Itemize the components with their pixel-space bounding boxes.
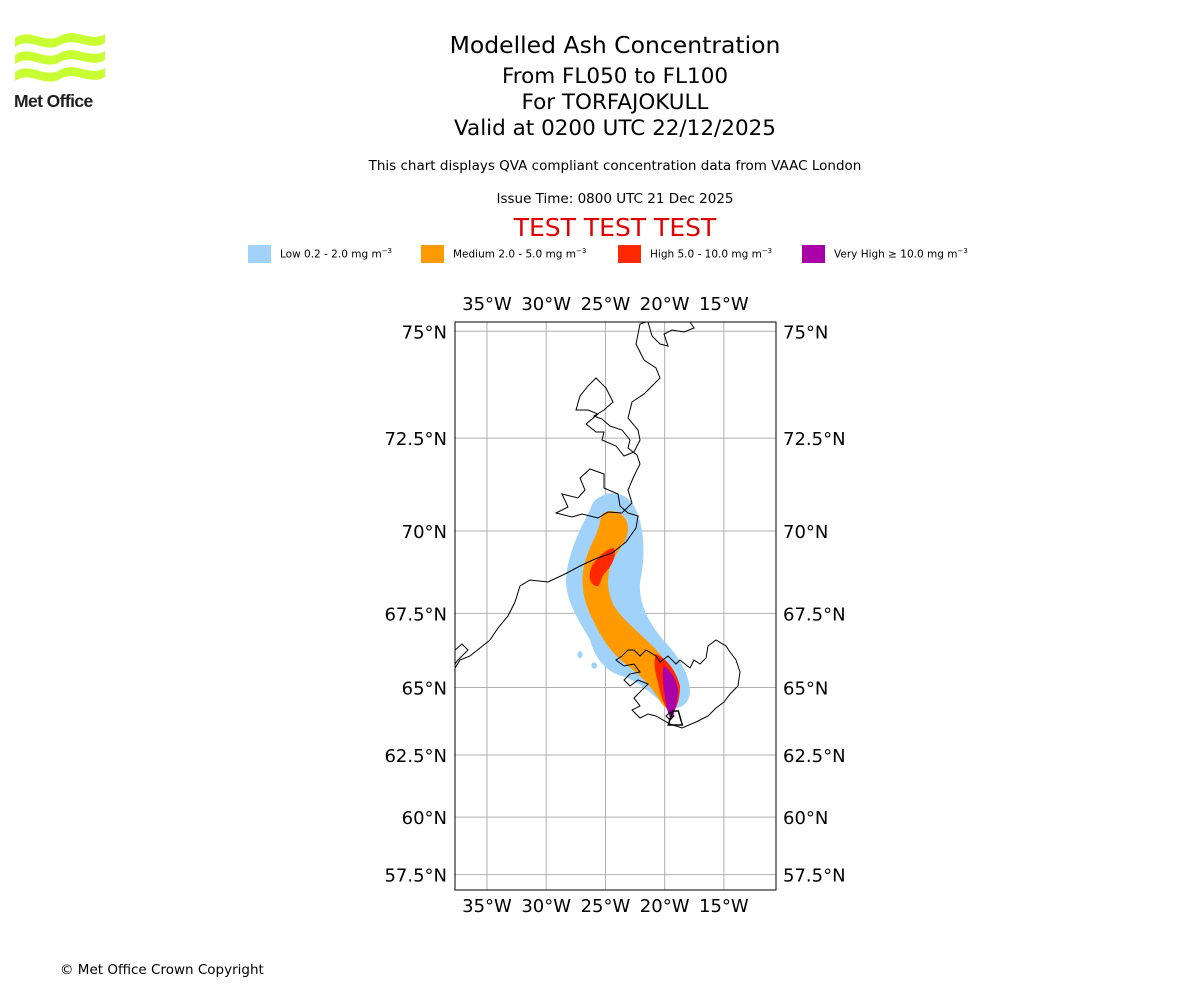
volcano-marker-icon xyxy=(667,710,684,726)
met-office-waves-icon xyxy=(15,33,105,82)
copyright: © Met Office Crown Copyright xyxy=(60,962,264,978)
lat-tick-label: 57.5°N xyxy=(783,866,846,887)
legend-label-high: High 5.0 - 10.0 mg m−3 xyxy=(650,246,773,261)
lat-tick-label: 67.5°N xyxy=(783,604,846,625)
lat-tick-label: 60°N xyxy=(783,808,828,829)
lat-tick-label: 75°N xyxy=(402,322,447,343)
latitude-labels-left: 75°N 72.5°N 70°N 67.5°N 65°N 62.5°N 60°N 57.5°N xyxy=(384,322,447,886)
lat-tick-label: 72.5°N xyxy=(384,429,447,450)
lat-tick-label: 62.5°N xyxy=(384,746,447,767)
volcano-icon xyxy=(667,710,684,726)
lon-tick-label: 35°W xyxy=(462,896,512,917)
coastlines xyxy=(455,322,741,729)
legend-swatch-very-high xyxy=(802,244,825,263)
logo-text: Met Office xyxy=(14,91,93,111)
lat-tick-label: 70°N xyxy=(783,522,828,543)
coastline-greenland-north xyxy=(647,322,695,347)
legend-swatch-low xyxy=(248,244,271,263)
lon-tick-label: 25°W xyxy=(581,294,631,315)
map-body xyxy=(455,322,776,890)
coastline-greenland-east xyxy=(455,322,661,669)
legend-item-high: High 5.0 - 10.0 mg m−3 xyxy=(618,244,772,263)
lon-tick-label: 30°W xyxy=(521,294,571,315)
map-gridlines xyxy=(455,322,776,890)
lat-tick-label: 70°N xyxy=(402,522,447,543)
lon-tick-label: 25°W xyxy=(581,896,631,917)
ash-very-high-contour xyxy=(662,666,678,720)
lat-tick-label: 72.5°N xyxy=(783,429,846,450)
flight-level-range: From FL050 to FL100 xyxy=(501,64,729,89)
lat-tick-label: 65°N xyxy=(402,679,447,700)
issue-time: Issue Time: 0800 UTC 21 Dec 2025 xyxy=(496,191,734,207)
lon-tick-label: 15°W xyxy=(699,294,749,315)
lon-tick-label: 20°W xyxy=(640,294,690,315)
latitude-labels-right: 75°N 72.5°N 70°N 67.5°N 65°N 62.5°N 60°N 57.5°N xyxy=(783,322,846,886)
volcano-name: For TORFAJOKULL xyxy=(521,90,709,115)
map-frame xyxy=(454,321,777,891)
longitude-labels-top: 35°W 30°W 25°W 20°W 15°W xyxy=(462,294,749,315)
lon-tick-label: 35°W xyxy=(462,294,512,315)
lon-tick-label: 30°W xyxy=(521,896,571,917)
test-banner: TEST TEST TEST xyxy=(513,213,717,242)
legend-item-low: Low 0.2 - 2.0 mg m−3 xyxy=(248,244,392,263)
compliance-note: This chart displays QVA compliant concen… xyxy=(368,158,862,174)
lat-tick-label: 67.5°N xyxy=(384,604,447,625)
ash-layers xyxy=(566,493,690,720)
legend-item-very-high: Very High ≥ 10.0 mg m−3 xyxy=(802,244,968,263)
lat-tick-label: 57.5°N xyxy=(384,866,447,887)
ash-high-contour xyxy=(589,548,615,587)
lat-tick-label: 65°N xyxy=(783,679,828,700)
chart-title: Modelled Ash Concentration xyxy=(449,31,781,59)
legend-swatch-high xyxy=(618,244,641,263)
lon-tick-label: 20°W xyxy=(640,896,690,917)
coastline-westman xyxy=(665,711,675,721)
lon-tick-label: 15°W xyxy=(699,896,749,917)
coastline-iceland xyxy=(615,639,741,729)
legend-swatch-medium xyxy=(421,244,444,263)
lat-tick-label: 75°N xyxy=(783,322,828,343)
legend-label-very-high: Very High ≥ 10.0 mg m−3 xyxy=(834,246,968,261)
valid-time: Valid at 0200 UTC 22/12/2025 xyxy=(453,116,776,141)
met-office-logo: Met Office xyxy=(14,30,109,112)
legend-label-low: Low 0.2 - 2.0 mg m−3 xyxy=(280,246,393,261)
coastline-greenland-southwest xyxy=(455,643,469,665)
ash-low-fragment xyxy=(577,651,583,659)
legend-item-medium: Medium 2.0 - 5.0 mg m−3 xyxy=(421,244,586,263)
lat-tick-label: 60°N xyxy=(402,808,447,829)
legend-label-medium: Medium 2.0 - 5.0 mg m−3 xyxy=(453,246,587,261)
longitude-labels-bottom: 35°W 30°W 25°W 20°W 15°W xyxy=(462,896,749,917)
lat-tick-label: 62.5°N xyxy=(783,746,846,767)
ash-low-fragment-2 xyxy=(591,662,598,669)
